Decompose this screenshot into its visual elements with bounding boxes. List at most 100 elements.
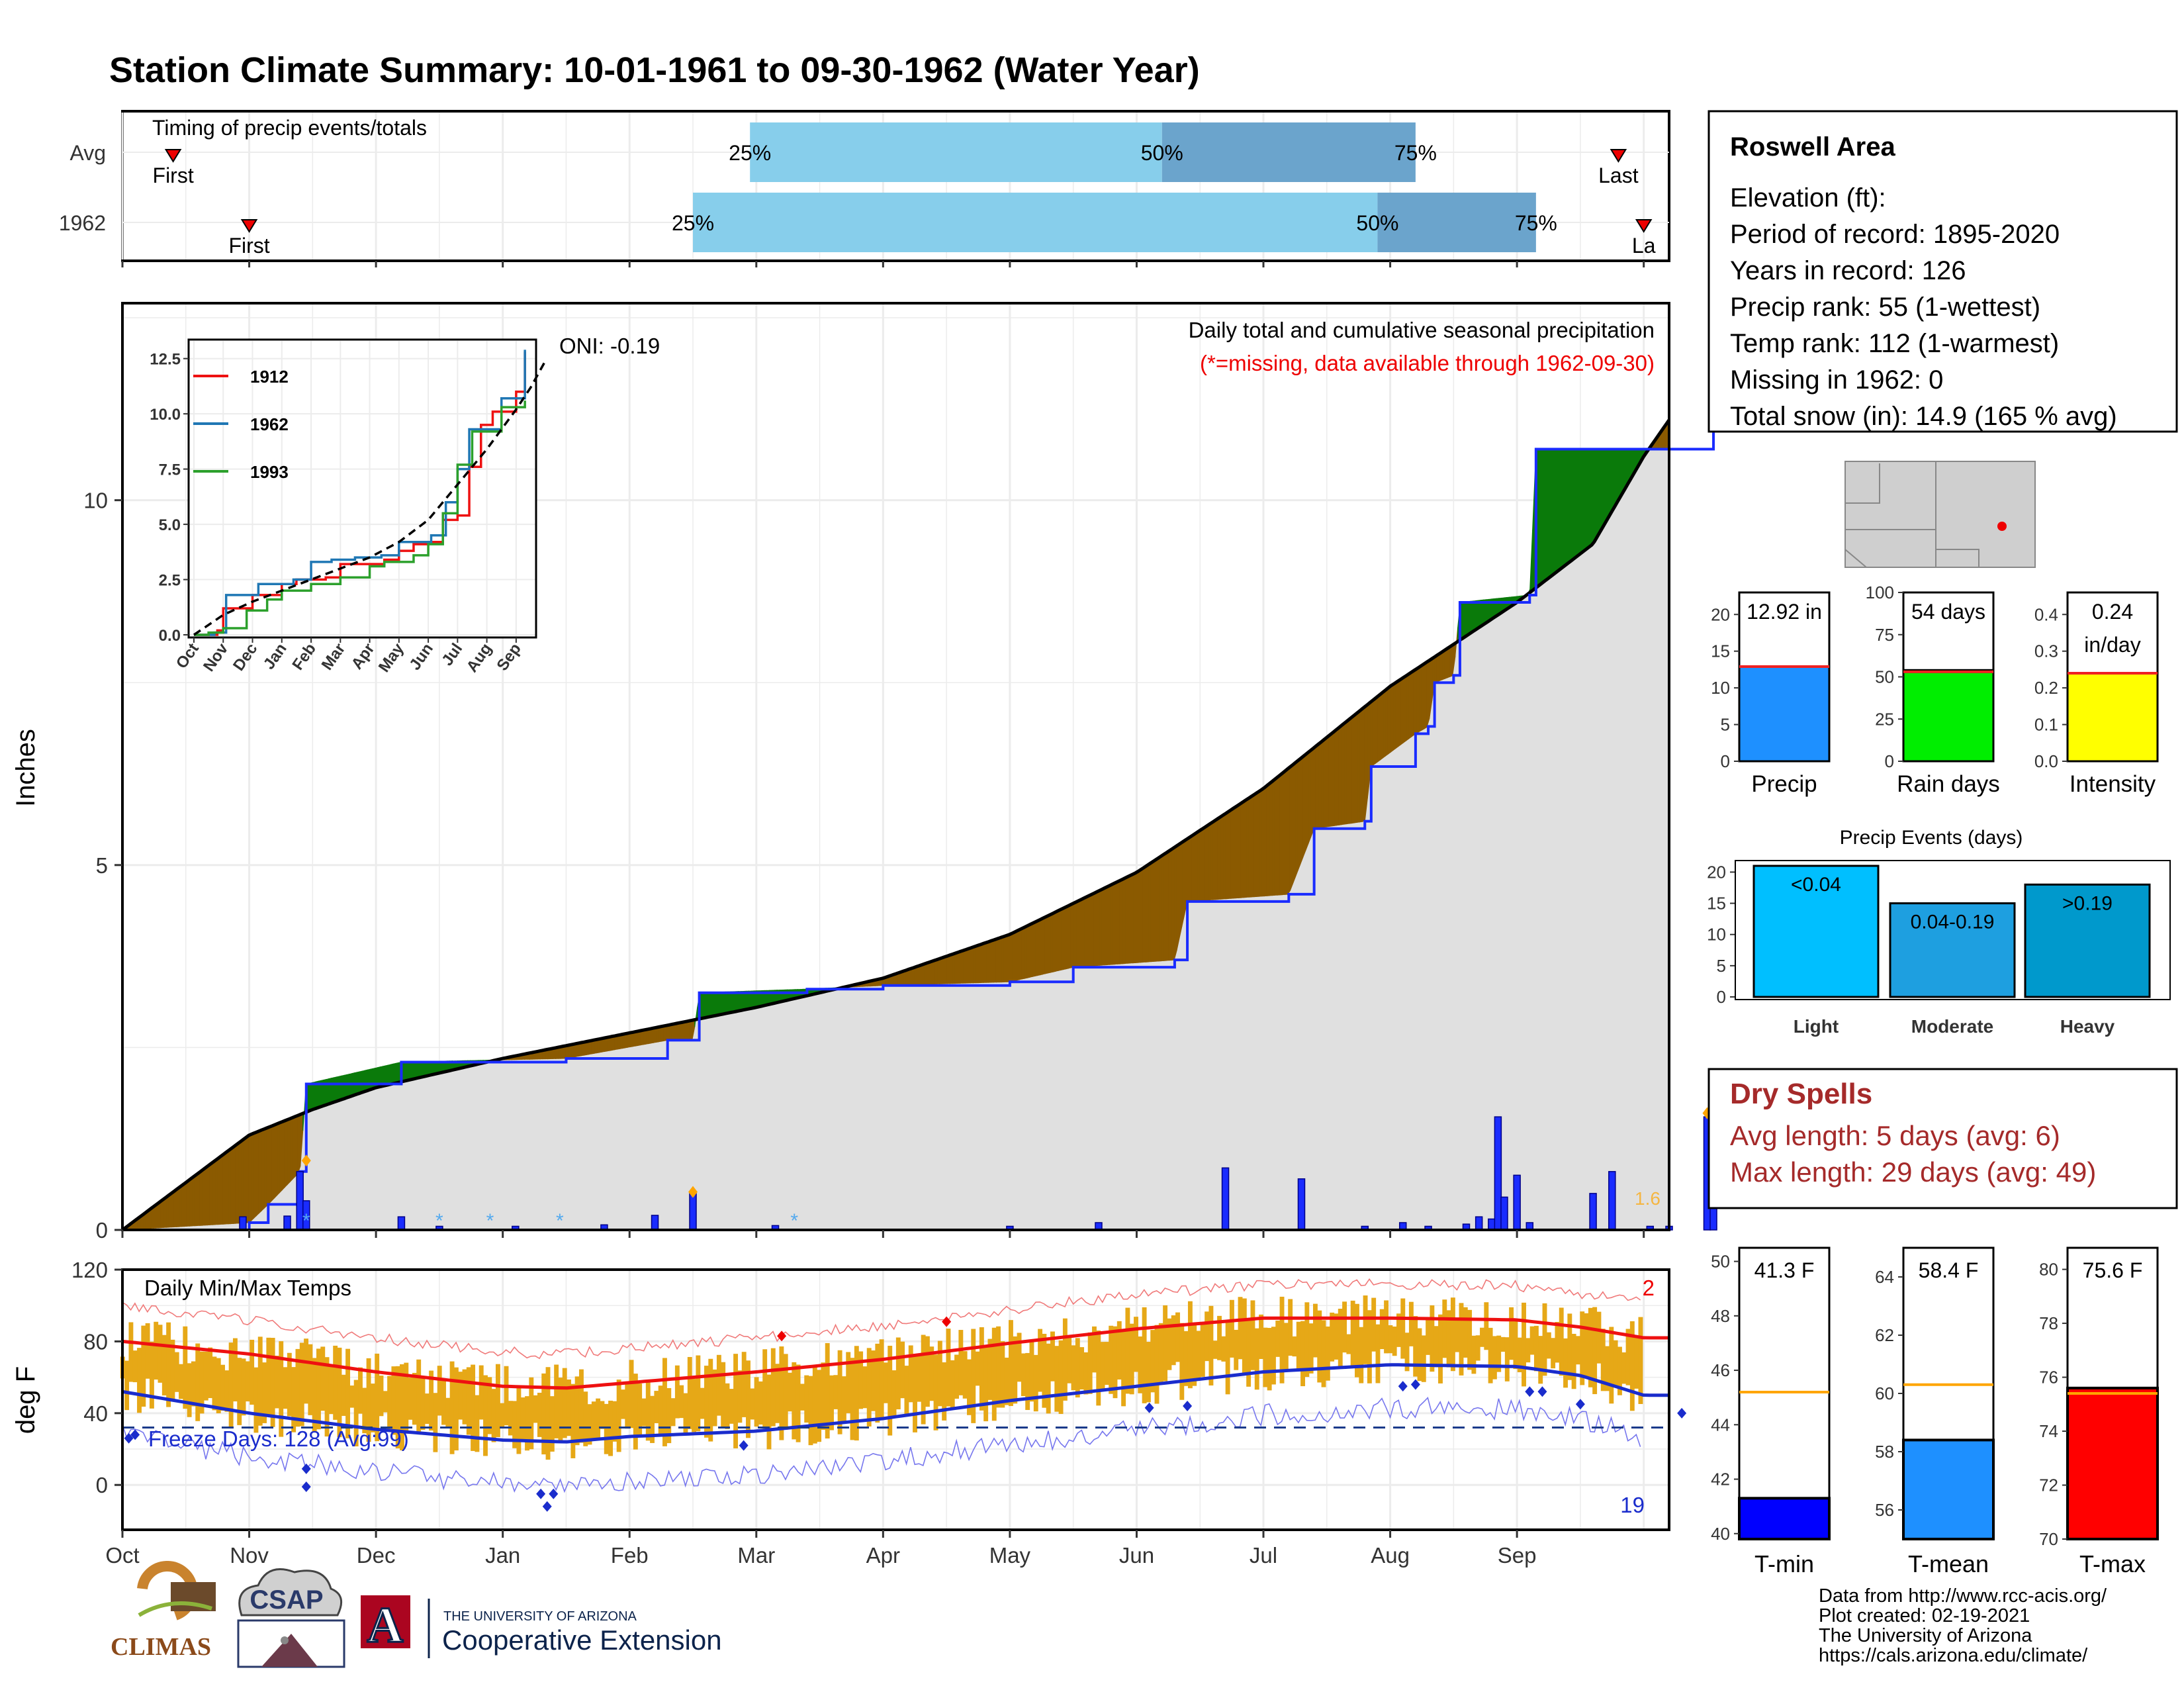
- daily-temp-bar: [1533, 1325, 1539, 1372]
- daily-temp-bar: [1567, 1313, 1572, 1380]
- daily-temp-bar: [666, 1387, 672, 1444]
- daily-temp-bar: [966, 1359, 972, 1415]
- departure-slice: [1251, 794, 1255, 898]
- daily-temp-bar: [1504, 1337, 1510, 1382]
- dry-spells-avg: Avg length: 5 days (avg: 6): [1730, 1120, 2060, 1151]
- departure-slice: [1271, 778, 1275, 896]
- daily-temp-bar: [1426, 1317, 1431, 1355]
- freeze-label: Freeze Days: 128 (Avg:99): [148, 1427, 409, 1451]
- departure-slice: [165, 1194, 169, 1228]
- departure-slice: [336, 1076, 340, 1102]
- departure-slice: [1617, 449, 1621, 503]
- daily-temp-bar: [1375, 1324, 1381, 1383]
- record-temp-marker: [1537, 1386, 1547, 1397]
- daily-temp-bar: [975, 1351, 980, 1386]
- daily-temp-bar: [1000, 1341, 1005, 1408]
- daily-temp-bar: [1488, 1327, 1493, 1383]
- daily-temp-bar: [1308, 1323, 1314, 1374]
- daily-temp-bar: [696, 1355, 701, 1432]
- departure-slice: [292, 1115, 296, 1180]
- daily-temp-bar: [637, 1383, 643, 1437]
- ua-cooperative-extension-logo[interactable]: A THE UNIVERSITY OF ARIZONA Cooperative …: [361, 1595, 722, 1658]
- departure-slice: [1392, 682, 1396, 751]
- departure-slice: [287, 1118, 291, 1186]
- daily-temp-bar: [741, 1352, 747, 1417]
- departure-slice: [653, 1027, 657, 1043]
- temp-box-tick-label: 64: [1875, 1267, 1894, 1287]
- gauge-tick-label: 75: [1875, 625, 1894, 645]
- daily-temp-bar: [1154, 1325, 1160, 1404]
- departure-slice: [1310, 747, 1314, 837]
- daily-temp-bar: [1104, 1342, 1109, 1385]
- departure-slice: [1375, 695, 1379, 765]
- timing-first-marker: [240, 219, 258, 233]
- daily-temp-bar: [799, 1383, 805, 1411]
- daily-temp-bar: [1459, 1303, 1464, 1376]
- precip-subtitle: (*=missing, data available through 1962-…: [1200, 351, 1655, 375]
- departure-slice: [655, 1026, 659, 1043]
- departure-slice: [717, 992, 721, 1016]
- record-temp-marker: [777, 1331, 787, 1342]
- departure-slice: [369, 1068, 373, 1090]
- snow-marker: *: [790, 1210, 798, 1232]
- events-bar: [2024, 883, 2151, 998]
- climas-logo[interactable]: CLIMAS: [111, 1561, 216, 1661]
- daily-temp-bar: [1179, 1323, 1185, 1400]
- departure-slice: [1148, 862, 1152, 962]
- departure-slice: [968, 947, 971, 984]
- daily-temp-bar: [641, 1398, 647, 1427]
- daily-temp-bar: [1400, 1298, 1406, 1359]
- departure-slice: [1140, 867, 1144, 963]
- daily-temp-bar: [600, 1401, 605, 1429]
- departure-slice: [913, 966, 917, 985]
- daily-temp-bar: [279, 1341, 284, 1437]
- departure-slice: [269, 1125, 273, 1204]
- departure-slice: [1467, 600, 1471, 635]
- daily-temp-bar: [574, 1376, 580, 1446]
- station-marker: [1997, 522, 2007, 531]
- departure-slice: [1130, 873, 1134, 964]
- temp-box-tick-label: 44: [1711, 1415, 1730, 1434]
- daily-temp-bar: [788, 1372, 792, 1412]
- daily-temp-bar: [337, 1347, 342, 1438]
- departure-slice: [333, 1076, 337, 1103]
- daily-precip-bar: [239, 1216, 247, 1231]
- departure-slice: [158, 1200, 161, 1229]
- departure-slice: [171, 1190, 175, 1228]
- departure-slice: [678, 1021, 682, 1041]
- departure-slice: [230, 1146, 234, 1225]
- record-temp-marker: [301, 1463, 311, 1474]
- daily-temp-bar: [1254, 1328, 1259, 1390]
- departure-slice: [1547, 449, 1551, 580]
- daily-temp-bar: [708, 1358, 713, 1442]
- csap-logo[interactable]: CSAP: [237, 1568, 345, 1668]
- departure-slice: [179, 1185, 183, 1227]
- daily-temp-bar: [962, 1351, 968, 1399]
- departure-slice: [1058, 909, 1062, 972]
- departure-slice: [282, 1120, 285, 1191]
- daily-temp-bar: [283, 1367, 288, 1409]
- daily-temp-bar: [879, 1339, 884, 1419]
- daily-temp-bar: [1467, 1309, 1473, 1370]
- departure-slice: [410, 1061, 414, 1080]
- departure-slice: [1305, 751, 1309, 851]
- inset-series-line: [194, 400, 526, 636]
- departure-slice: [277, 1122, 281, 1196]
- departure-slice: [235, 1142, 239, 1224]
- daily-temp-bar: [804, 1375, 809, 1423]
- daily-temp-bar: [854, 1346, 859, 1441]
- departure-slice: [1560, 449, 1564, 570]
- daily-temp-bar: [1433, 1326, 1439, 1368]
- daily-temp-bar: [933, 1354, 938, 1430]
- gauge-label: Rain days: [1897, 771, 2000, 797]
- daily-temp-bar: [1546, 1332, 1551, 1359]
- departure-slice: [1078, 898, 1082, 968]
- departure-slice: [295, 1115, 298, 1178]
- timing-panel: Timing of precip events/totals Avg 1962 …: [59, 110, 1670, 267]
- departure-slice: [1364, 704, 1368, 821]
- daily-temp-bar: [208, 1347, 213, 1399]
- temp-box-value: 58.4 F: [1919, 1258, 1979, 1282]
- snow-marker: *: [435, 1210, 443, 1232]
- daily-temp-bar: [679, 1385, 684, 1419]
- daily-temp-bar: [587, 1404, 592, 1445]
